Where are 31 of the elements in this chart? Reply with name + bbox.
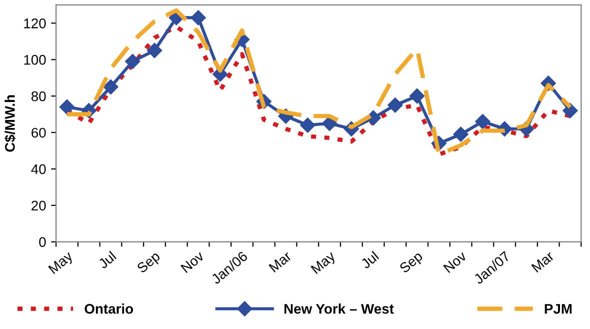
- x-tick-label: May: [48, 250, 76, 276]
- point: [300, 118, 316, 133]
- x-tick-label: Jul: [97, 250, 117, 270]
- y-tick-label: 60: [32, 128, 46, 138]
- legend-label: PJM: [544, 304, 572, 314]
- y-tick-label: 80: [31, 91, 46, 102]
- y-tick-label: 120: [24, 18, 46, 28]
- point: [475, 114, 490, 130]
- point: [59, 99, 75, 115]
- x-tick-label: Mar: [268, 250, 292, 273]
- y-tick-label: 100: [24, 54, 46, 65]
- point: [388, 98, 403, 113]
- point: [409, 88, 425, 104]
- legend-label: Ontario: [84, 304, 134, 314]
- x-tick-label: Nov: [180, 250, 205, 274]
- x-tick-label: Mar: [531, 250, 555, 273]
- point: [125, 54, 140, 69]
- point: [190, 10, 206, 26]
- y-tick-label: 20: [32, 200, 46, 211]
- point: [146, 42, 162, 58]
- x-tick-label: Nov: [443, 250, 468, 274]
- x-tick-label: Jul: [360, 250, 380, 270]
- y-tick-label: 40: [31, 164, 46, 174]
- x-tick-label: May: [310, 250, 338, 276]
- y-axis-title: C$/MW.h: [4, 95, 16, 152]
- y-tick-label: 0: [39, 237, 46, 247]
- x-tick-label: Sep: [136, 250, 162, 276]
- point: [103, 79, 118, 94]
- x-tick-label: Sep: [398, 250, 425, 276]
- point: [453, 126, 468, 142]
- legend-label: New York – West: [284, 304, 394, 314]
